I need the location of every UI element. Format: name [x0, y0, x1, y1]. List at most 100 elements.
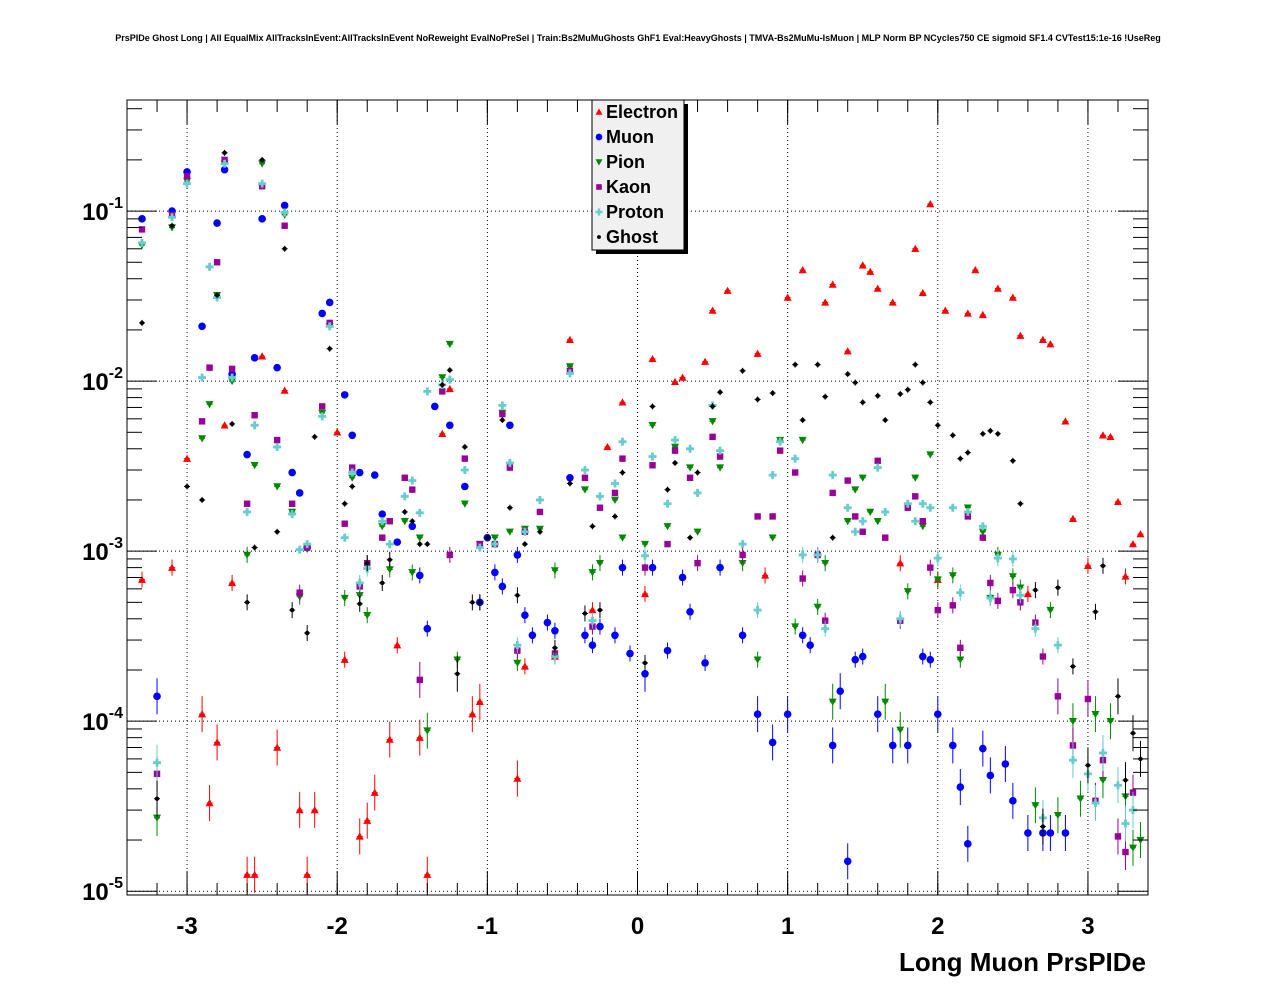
marker-shape — [801, 550, 805, 559]
data-point — [739, 546, 746, 563]
marker-shape — [829, 489, 836, 497]
data-point — [963, 309, 972, 317]
marker-shape — [1016, 331, 1025, 339]
data-point — [821, 298, 830, 306]
data-point — [1046, 602, 1055, 619]
marker-shape — [618, 563, 627, 572]
marker-shape — [446, 421, 454, 430]
y-tick-base: 10 — [82, 709, 109, 736]
marker-shape — [906, 499, 910, 508]
data-point — [663, 499, 672, 508]
marker-shape — [671, 443, 680, 451]
data-point — [581, 627, 589, 644]
data-point — [439, 381, 446, 388]
marker-shape — [770, 390, 775, 396]
data-point — [926, 651, 935, 668]
data-point — [348, 468, 357, 477]
marker-shape — [552, 645, 558, 651]
marker-shape — [641, 669, 649, 678]
data-point — [694, 469, 701, 476]
data-point — [858, 648, 867, 665]
data-point — [1076, 780, 1085, 817]
marker-shape — [949, 602, 957, 609]
data-point — [490, 540, 499, 549]
marker-shape — [250, 354, 259, 362]
data-point — [904, 386, 911, 393]
marker-shape — [431, 402, 439, 411]
data-point — [843, 503, 852, 512]
marker-shape — [184, 484, 190, 489]
data-point — [806, 637, 814, 654]
marker-shape — [385, 735, 394, 743]
marker-shape — [470, 600, 475, 605]
marker-shape — [671, 377, 680, 386]
data-point — [641, 547, 650, 564]
marker-shape — [793, 454, 797, 463]
data-point — [903, 727, 912, 764]
marker-shape — [1116, 781, 1120, 790]
marker-shape — [651, 452, 654, 461]
x-tick-label: 0 — [631, 913, 644, 940]
data-point — [445, 375, 454, 384]
data-point — [641, 585, 650, 602]
marker-shape — [198, 418, 206, 425]
marker-shape — [245, 507, 249, 516]
marker-shape — [214, 293, 220, 298]
data-point — [611, 513, 618, 520]
marker-shape — [259, 157, 265, 163]
data-point — [311, 433, 318, 440]
marker-shape — [866, 267, 875, 275]
marker-shape — [169, 223, 175, 228]
data-point — [1054, 678, 1062, 715]
data-point — [791, 618, 800, 635]
y-tick-exponent: -2 — [109, 365, 123, 382]
y-tick-exponent: -4 — [109, 705, 123, 722]
marker-shape — [198, 710, 207, 718]
data-point — [409, 518, 416, 525]
marker-shape — [155, 758, 159, 767]
marker-shape — [536, 508, 544, 516]
marker-shape — [993, 284, 1002, 292]
data-point — [739, 367, 746, 374]
data-point — [168, 213, 177, 222]
data-point — [858, 474, 867, 482]
data-point — [423, 387, 432, 396]
data-point — [153, 678, 161, 715]
marker-shape — [288, 468, 296, 477]
data-point — [273, 436, 281, 444]
marker-shape — [717, 390, 723, 395]
marker-shape — [1114, 833, 1122, 840]
legend-entry-muon: Muon — [595, 127, 654, 147]
marker-shape — [738, 559, 747, 568]
data-point — [409, 486, 416, 493]
marker-shape — [438, 374, 447, 382]
marker-shape — [493, 540, 497, 549]
data-point — [228, 365, 236, 373]
marker-shape — [425, 541, 430, 547]
data-point — [836, 673, 844, 710]
data-point — [326, 345, 333, 352]
marker-shape — [1053, 811, 1062, 820]
marker-shape — [649, 462, 656, 469]
marker-shape — [213, 259, 221, 266]
data-point — [528, 627, 537, 644]
marker-shape — [896, 559, 905, 567]
marker-shape — [1076, 795, 1085, 803]
data-point — [280, 201, 289, 210]
marker-shape — [1098, 431, 1107, 439]
data-point — [393, 637, 402, 654]
data-point — [393, 538, 402, 546]
data-point — [994, 592, 1002, 609]
marker-shape — [898, 614, 902, 623]
data-point — [896, 610, 905, 627]
data-point — [717, 389, 724, 396]
data-point — [851, 527, 860, 536]
data-point — [754, 513, 761, 520]
data-point — [220, 421, 229, 429]
data-point — [460, 466, 469, 475]
data-point — [401, 508, 408, 515]
marker-shape — [792, 362, 798, 367]
marker-shape — [761, 571, 770, 579]
marker-shape — [327, 346, 332, 351]
data-point — [978, 310, 987, 319]
